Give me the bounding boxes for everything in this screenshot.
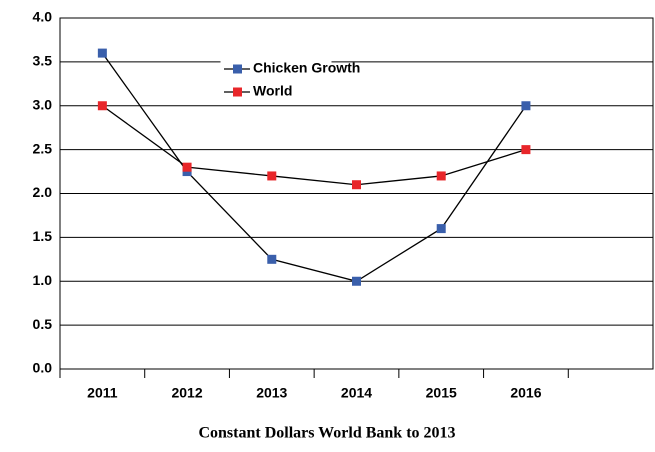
marker [352, 276, 361, 286]
x-tick-label: 2014 [341, 385, 372, 401]
y-tick-label: 2.5 [33, 140, 53, 156]
marker [521, 145, 531, 155]
marker [97, 48, 107, 58]
marker [436, 171, 446, 181]
y-tick-label: 3.5 [33, 53, 53, 69]
series-line [101, 105, 527, 186]
marker [182, 162, 192, 172]
marker [521, 101, 531, 111]
legend-label: World [253, 83, 292, 99]
x-tick-label: 2012 [171, 385, 202, 401]
marker [352, 180, 361, 190]
x-tick-label: 2011 [87, 385, 118, 401]
marker [97, 101, 107, 111]
x-tick-label: 2013 [256, 385, 287, 401]
y-tick-label: 0.0 [33, 360, 53, 376]
marker [436, 224, 446, 234]
y-tick-label: 2.0 [33, 184, 53, 200]
y-tick-label: 0.5 [33, 316, 53, 332]
legend-marker [233, 64, 242, 74]
y-tick-label: 1.0 [33, 272, 53, 288]
marker [267, 254, 277, 264]
series-line [101, 52, 527, 282]
x-axis-title: Constant Dollars World Bank to 2013 [198, 425, 455, 442]
y-tick-label: 4.0 [33, 9, 53, 25]
y-tick-label: 1.5 [33, 228, 53, 244]
legend-label: Chicken Growth [253, 60, 360, 76]
plot-frame [59, 17, 654, 370]
x-tick-label: 2016 [510, 385, 541, 401]
marker [267, 171, 277, 181]
y-tick-label: 3.0 [33, 96, 53, 112]
x-tick-label: 2015 [426, 385, 457, 401]
legend-marker [233, 87, 242, 97]
